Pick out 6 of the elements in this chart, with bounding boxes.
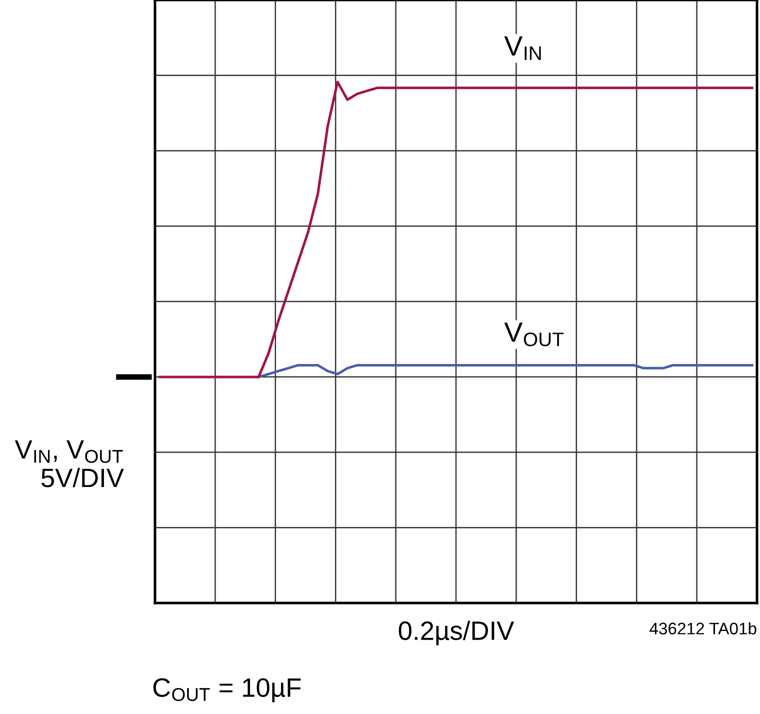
text: 436212 TA01b [650, 622, 756, 634]
y-axis-title: V$_{IN}$, V$_{OUT}$ 5V/DIV [14, 440, 124, 488]
text: C$_{OUT}$ = 10µF [153, 678, 301, 702]
series-label: V$_{IN}$ [504, 36, 541, 60]
text: 0.2µs/DIV [398, 620, 514, 646]
series-label: V$_{OUT}$ [504, 322, 564, 346]
